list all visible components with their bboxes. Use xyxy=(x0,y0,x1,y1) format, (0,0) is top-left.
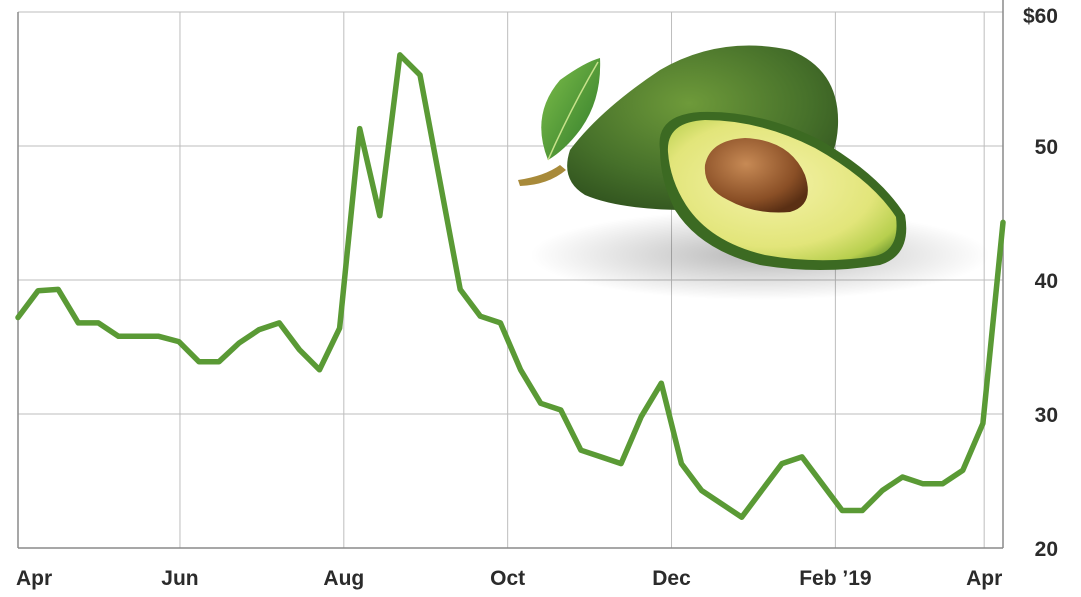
x-tick-label: Apr xyxy=(16,567,52,590)
series-layer xyxy=(15,52,1006,520)
avocado-illustration-icon xyxy=(518,45,990,300)
y-tick-label: 20 xyxy=(1035,538,1058,561)
x-tick-label: Oct xyxy=(490,567,525,590)
x-tick-labels: Apr Jun Aug Oct Dec Feb ’19 Apr xyxy=(16,567,1002,590)
x-tick-label: Jun xyxy=(161,567,198,590)
x-tick-label: Aug xyxy=(323,567,364,590)
y-tick-label: $60 xyxy=(1023,5,1058,28)
y-tick-label: 30 xyxy=(1035,404,1058,427)
y-tick-labels: $60 50 40 30 20 xyxy=(1023,5,1058,561)
price-series-line xyxy=(15,52,1006,520)
y-tick-label: 50 xyxy=(1035,136,1058,159)
axes xyxy=(17,0,1004,549)
x-tick-label: Apr xyxy=(966,567,1002,590)
x-tick-label: Feb ’19 xyxy=(799,567,871,590)
y-tick-label: 40 xyxy=(1035,270,1058,293)
x-tick-label: Dec xyxy=(652,567,691,590)
